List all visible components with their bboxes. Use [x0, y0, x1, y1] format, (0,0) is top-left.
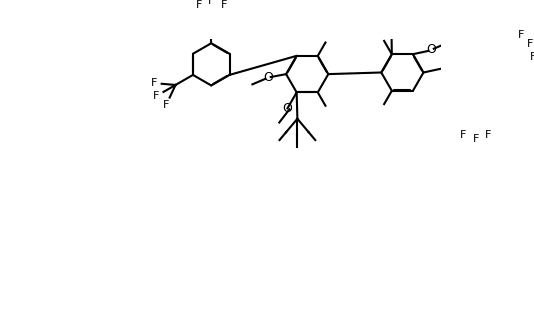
Text: F: F	[473, 134, 479, 144]
Text: F: F	[221, 0, 227, 10]
Text: F: F	[153, 91, 160, 101]
Text: O: O	[263, 71, 273, 84]
Text: F: F	[485, 130, 491, 140]
Text: F: F	[195, 0, 202, 10]
Text: F: F	[530, 52, 534, 62]
Text: F: F	[151, 78, 157, 88]
Text: F: F	[460, 130, 466, 140]
Text: F: F	[208, 0, 215, 6]
Text: O: O	[426, 43, 436, 56]
Text: F: F	[517, 30, 524, 40]
Text: F: F	[527, 39, 533, 49]
Text: F: F	[163, 100, 169, 110]
Text: O: O	[282, 102, 293, 115]
